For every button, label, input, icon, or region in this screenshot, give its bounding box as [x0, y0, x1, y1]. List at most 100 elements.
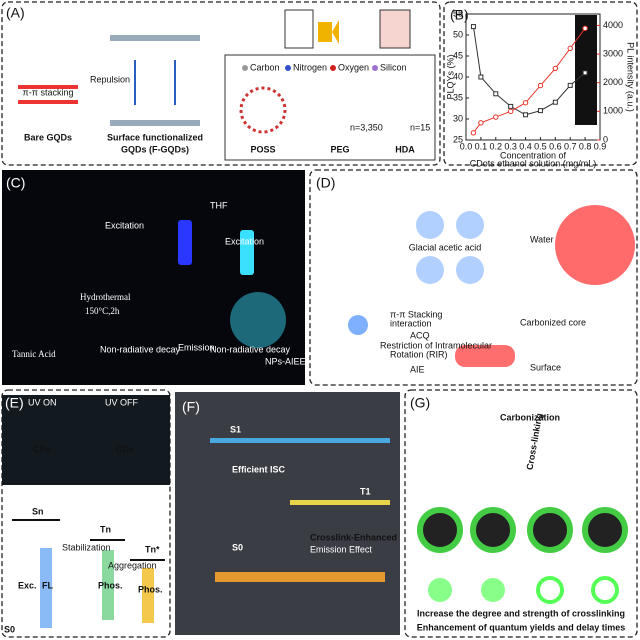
label: S1 — [230, 424, 241, 434]
label: Sn — [32, 506, 44, 516]
legend-entry: Oxygen — [338, 62, 369, 72]
label: AIE — [410, 364, 425, 374]
panel-frame — [1, 389, 171, 638]
legend-entry: Silicon — [380, 62, 407, 72]
x-tick-label: 0.6 — [549, 141, 562, 151]
y-tick-label: 25 — [453, 134, 463, 144]
label: FL — [42, 580, 53, 590]
legend-entry: Nitrogen — [293, 62, 327, 72]
panel-label: (B) — [450, 7, 469, 23]
panel-bg — [2, 170, 305, 385]
marker — [493, 114, 499, 120]
marker — [552, 65, 559, 72]
panel-label: (A) — [6, 5, 25, 21]
glow — [230, 292, 286, 348]
marker — [508, 103, 514, 109]
y-axis-label: PLQYs (%) — [445, 54, 455, 99]
label: Phos. — [138, 584, 163, 594]
x-axis-label: CDots ethanol solution (mg/mL) — [470, 158, 597, 168]
label: Emission — [178, 342, 215, 352]
dot — [456, 256, 484, 284]
marker — [552, 99, 558, 105]
series-line — [472, 26, 586, 116]
marker — [507, 108, 514, 115]
label: Enhancement of quantum yields and delay … — [417, 622, 626, 632]
panel-label: (G) — [410, 395, 430, 411]
label: n=15 — [410, 122, 430, 132]
band — [102, 550, 114, 620]
marker — [582, 70, 588, 76]
label: Exc. — [18, 580, 37, 590]
legend-dot — [330, 65, 336, 71]
band — [142, 568, 154, 623]
label: Glacial acetic acid — [409, 242, 482, 252]
x-tick-label: 0.4 — [519, 141, 532, 151]
vial — [240, 230, 254, 275]
y-tick-label: 50 — [453, 29, 463, 39]
y2-tick-label: 4000 — [603, 20, 623, 30]
level — [210, 438, 390, 443]
y2-tick-label: 3000 — [603, 48, 623, 58]
label: Stabilization — [62, 542, 111, 552]
panel-bg — [175, 392, 400, 635]
label: Tn — [100, 524, 111, 534]
panel-frame — [1, 1, 441, 166]
panel-label: (C) — [6, 175, 25, 191]
y-tick-label: 40 — [453, 71, 463, 81]
band — [40, 548, 52, 628]
label: Non-radiative decay — [210, 344, 291, 354]
photo-text: CDs — [116, 444, 134, 454]
panel-label: (D) — [316, 175, 335, 191]
label: Carbonization — [500, 412, 560, 422]
legend-dot — [285, 65, 291, 71]
label: Water — [530, 234, 554, 244]
level — [215, 572, 385, 582]
sheet — [110, 35, 200, 41]
marker — [582, 25, 588, 32]
label: π-π stacking — [23, 87, 74, 97]
label: Non-radiative decay — [100, 344, 181, 354]
x-tick-label: 0.7 — [564, 141, 577, 151]
photo-strip — [575, 15, 597, 125]
photo-bg — [2, 395, 170, 485]
legend-dot — [242, 65, 248, 71]
label: Hydrothermal — [80, 292, 131, 302]
label: Increase the degree and strength of cros… — [417, 608, 625, 618]
marker — [567, 82, 573, 88]
glow — [428, 578, 452, 602]
label: Surface — [530, 362, 561, 372]
label: THF — [210, 200, 228, 210]
y-tick-label: 35 — [453, 92, 463, 102]
y-tick-label: 30 — [453, 113, 463, 123]
label: S0 — [232, 542, 243, 552]
label: PEG — [330, 144, 349, 154]
glow — [481, 578, 505, 602]
marker — [470, 24, 476, 30]
inset — [224, 54, 436, 161]
sheet — [18, 85, 78, 89]
panel-frame — [443, 1, 638, 166]
label: Efficient ISC — [232, 464, 286, 474]
label: UV OFF — [105, 397, 139, 407]
x-tick-label: 0.5 — [534, 141, 547, 151]
label: 150°C,2h — [85, 306, 120, 316]
y2-tick-label: 0 — [603, 134, 608, 144]
y2-tick-label: 1000 — [603, 106, 623, 116]
arrow — [318, 20, 339, 44]
panel-frame — [309, 169, 638, 386]
y2-axis-label: PL intensity (a.u.) — [626, 42, 636, 112]
y2-tick-label: 2000 — [603, 77, 623, 87]
dot — [416, 211, 444, 239]
label: Carbonized core — [520, 317, 586, 327]
dot — [348, 315, 368, 335]
sheet — [110, 120, 200, 126]
glow — [536, 576, 564, 604]
marker — [522, 100, 529, 106]
x-tick-label: 0.8 — [579, 141, 592, 151]
panel-label: (E) — [5, 395, 24, 411]
x-axis-label: Concentration of — [500, 150, 567, 160]
dot — [456, 211, 484, 239]
particle — [470, 507, 516, 553]
label: Excitation — [225, 236, 264, 246]
x-tick-label: 0.3 — [504, 141, 517, 151]
